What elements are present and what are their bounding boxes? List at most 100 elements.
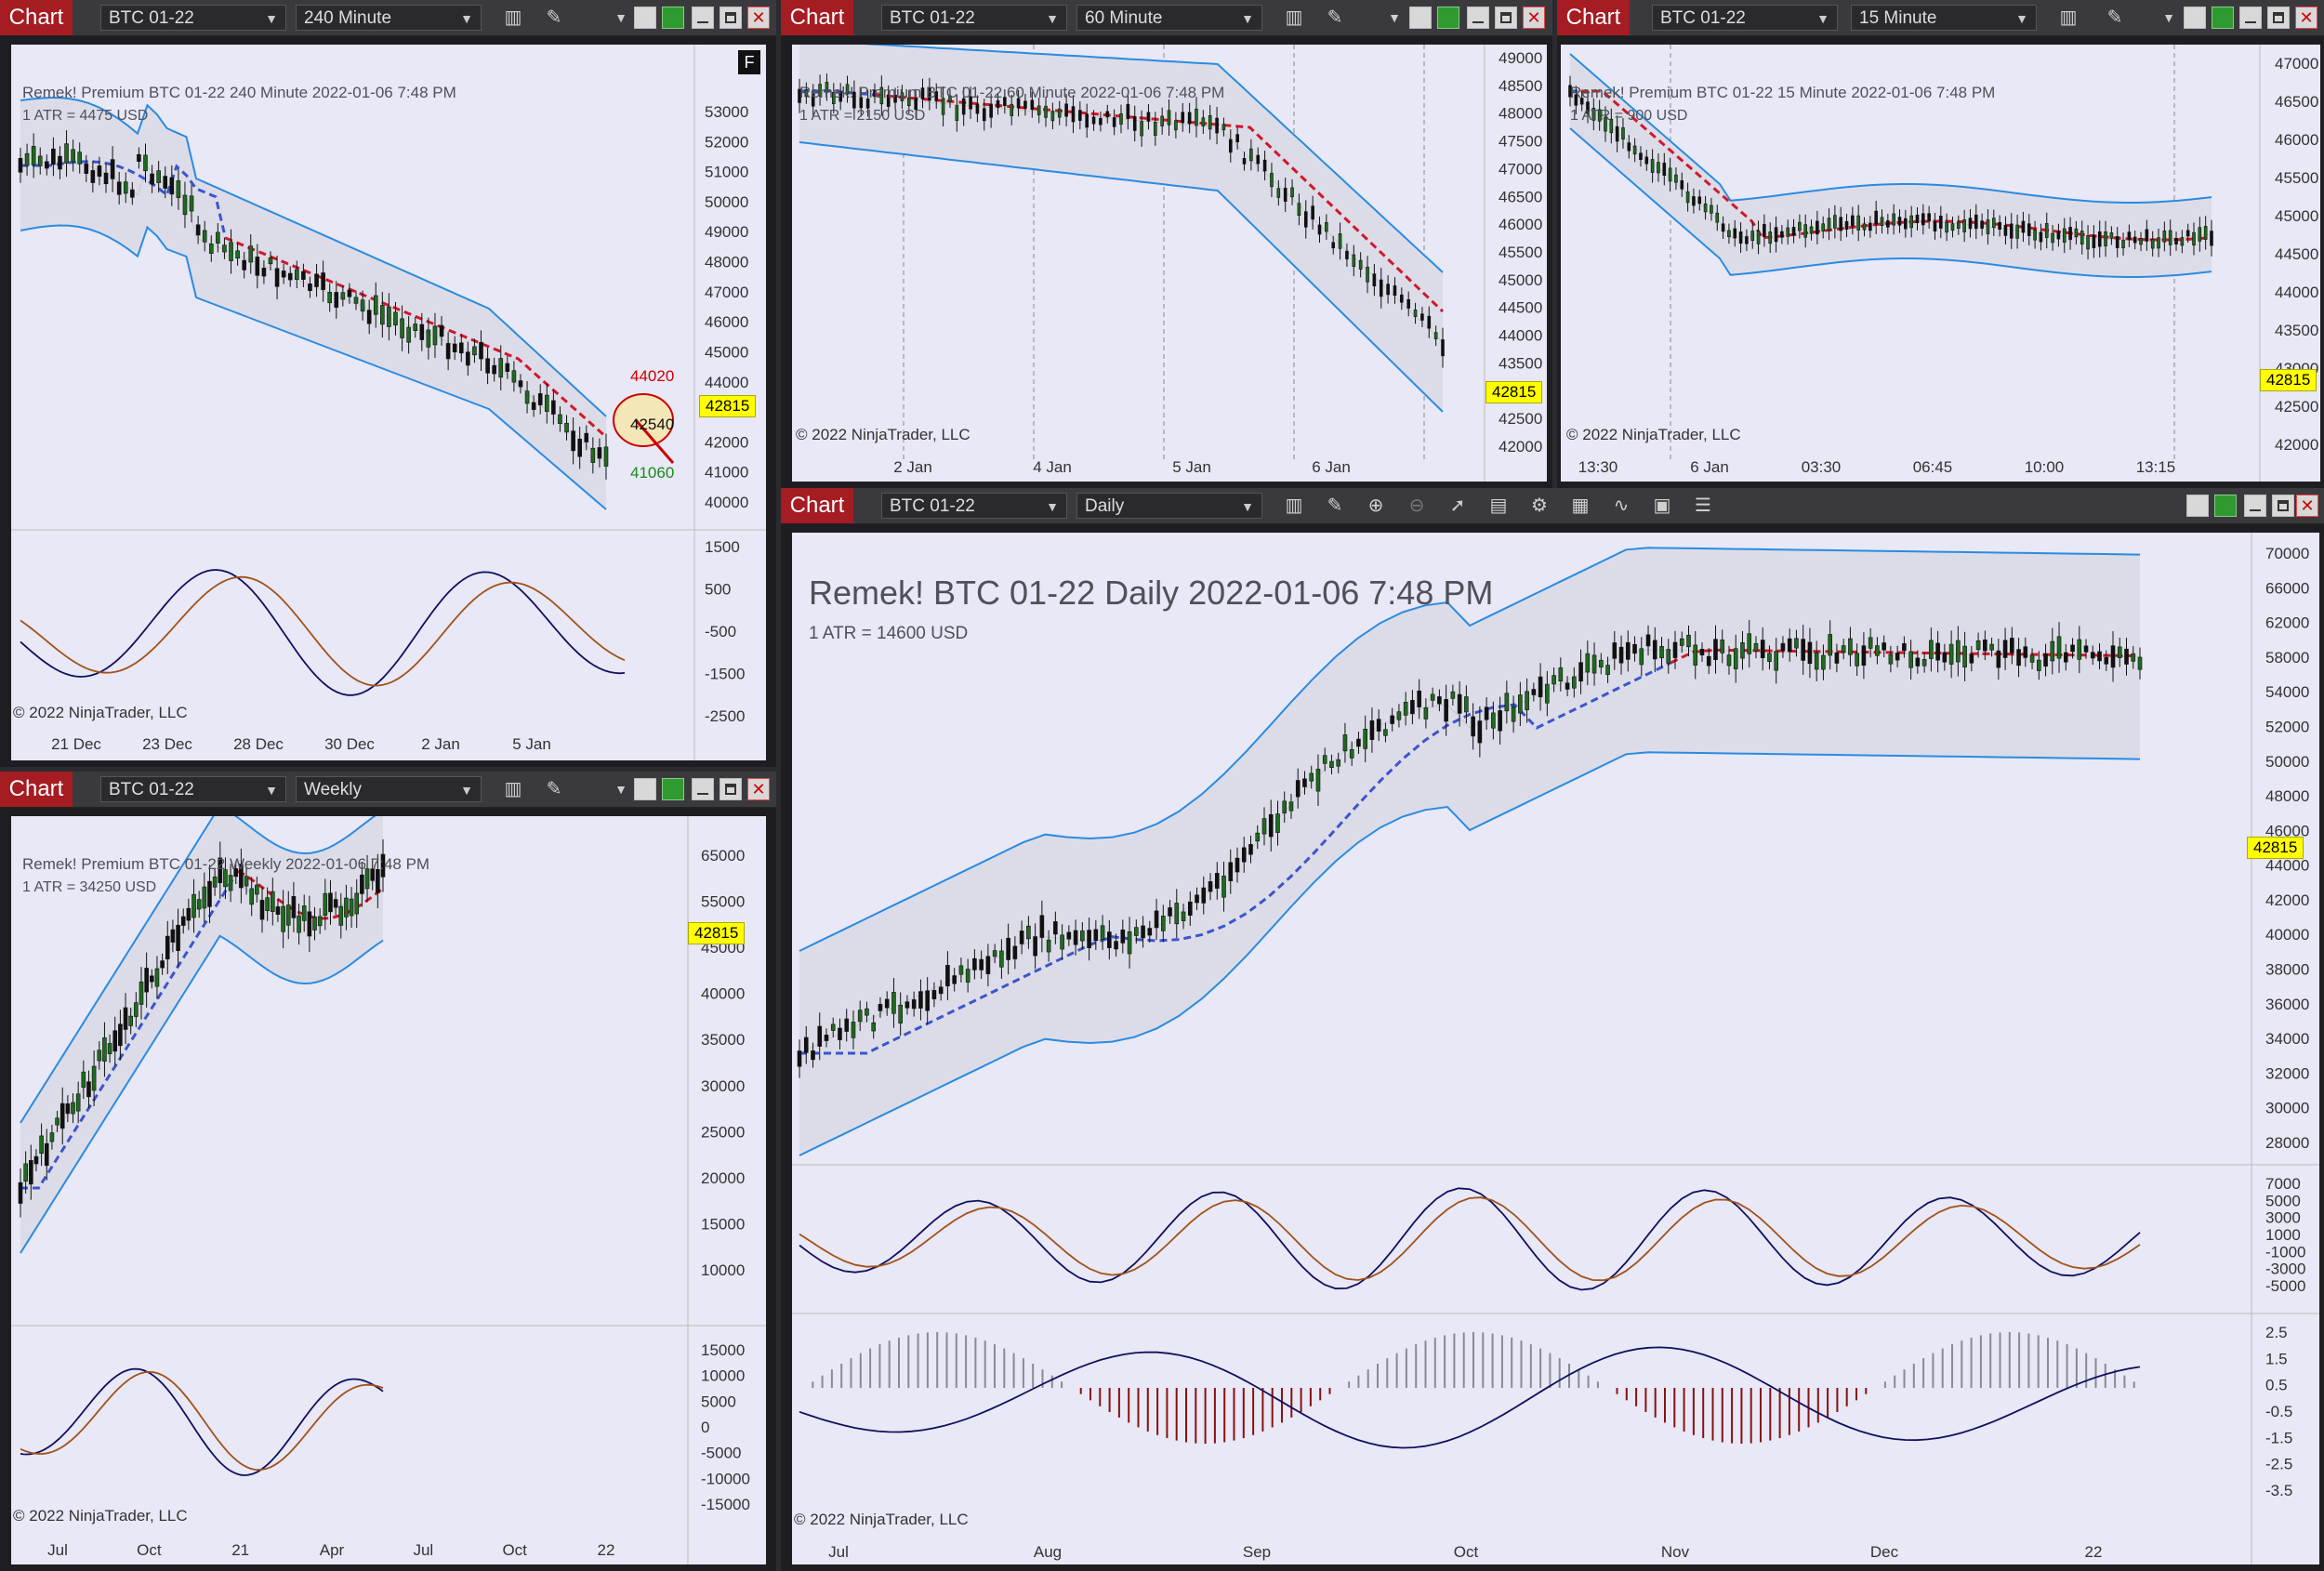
candle-body xyxy=(202,230,207,243)
window-color-button[interactable] xyxy=(2212,7,2234,29)
candle-body xyxy=(321,272,325,290)
chart-menu-button[interactable]: Chart xyxy=(781,488,853,523)
templates-icon[interactable]: ▣ xyxy=(1653,495,1671,516)
window-color-button[interactable] xyxy=(2214,495,2237,517)
instrument-selector[interactable]: BTC 01-22 ▼ xyxy=(100,5,286,31)
window-link-button[interactable] xyxy=(634,778,656,800)
candle-body xyxy=(2090,652,2095,659)
candlestick-icon[interactable]: ▥ xyxy=(2059,7,2078,28)
drawing-tool-icon[interactable]: ✎ xyxy=(1327,7,1343,28)
candle-body xyxy=(1383,729,1388,736)
window-link-button[interactable] xyxy=(2186,495,2209,517)
candle-body xyxy=(347,289,352,297)
chart-toolbar: Chart BTC 01-22 ▼ 240 Minute ▼ ▥ ✎ ▼ xyxy=(0,0,776,36)
properties-icon[interactable]: ⚙ xyxy=(1531,495,1548,516)
candle-body xyxy=(71,1102,75,1115)
close-button[interactable] xyxy=(2296,495,2318,517)
price-axis-label: 46000 xyxy=(705,313,748,331)
candle-body xyxy=(287,272,293,281)
zoom-in-icon[interactable]: ⊕ xyxy=(1367,495,1384,516)
candle-body xyxy=(58,155,62,170)
chart-area[interactable]: 65000 55000 45000 40000 35000 30000 25000 20000… xyxy=(11,816,766,1564)
instrument-selector[interactable]: BTC 01-22 ▼ xyxy=(881,5,1067,31)
dropdown-icon[interactable]: ▼ xyxy=(1388,10,1401,25)
candlestick-icon[interactable]: ▥ xyxy=(1285,495,1303,516)
maximize-button[interactable] xyxy=(2272,495,2294,517)
candle-body xyxy=(1477,720,1483,744)
window-link-button[interactable] xyxy=(1409,7,1432,29)
pointer-icon[interactable]: ➚ xyxy=(1449,495,1466,516)
interval-selector[interactable]: Weekly ▼ xyxy=(296,776,482,802)
interval-selector[interactable]: 15 Minute ▼ xyxy=(1851,5,2037,31)
chart-canvas: 6500055000450004000035000300002500020000… xyxy=(11,816,766,1564)
chart-area[interactable]: 70000 66000 62000 58000 54000 52000 50000 48000… xyxy=(792,533,2319,1564)
drawing-tool-icon[interactable]: ✎ xyxy=(546,779,562,799)
instrument-selector[interactable]: BTC 01-22 ▼ xyxy=(100,776,286,802)
drawing-tool-icon[interactable]: ✎ xyxy=(546,7,562,28)
window-color-button[interactable] xyxy=(1437,7,1459,29)
osc-axis-label: 7000 xyxy=(2265,1175,2301,1193)
candle-body xyxy=(979,958,984,970)
list-icon[interactable]: ☰ xyxy=(1695,495,1711,516)
interval-selector[interactable]: 60 Minute ▼ xyxy=(1076,5,1262,31)
candle-body xyxy=(1780,231,1784,238)
candle-body xyxy=(1585,653,1591,673)
maximize-button[interactable] xyxy=(720,7,742,29)
indicators-icon[interactable]: ∿ xyxy=(1613,495,1630,516)
minimize-button[interactable] xyxy=(1467,7,1489,29)
drawing-tool-icon[interactable]: ✎ xyxy=(1327,495,1343,516)
minimize-button[interactable] xyxy=(692,778,714,800)
candlestick-icon[interactable]: ▥ xyxy=(1285,7,1303,28)
candle-body xyxy=(524,390,530,404)
window-color-button[interactable] xyxy=(662,778,684,800)
candle-body xyxy=(1774,227,1778,243)
candlestick-icon[interactable]: ▥ xyxy=(504,779,522,799)
instrument-selector[interactable]: BTC 01-22 ▼ xyxy=(881,493,1067,519)
window-color-button[interactable] xyxy=(662,7,684,29)
candle-body xyxy=(1358,259,1363,270)
candle-body xyxy=(1208,881,1213,892)
interval-selector[interactable]: 240 Minute ▼ xyxy=(296,5,482,31)
candlestick-icon[interactable]: ▥ xyxy=(504,7,522,28)
interval-selector[interactable]: Daily ▼ xyxy=(1076,493,1262,519)
candle-body xyxy=(370,868,375,881)
close-button[interactable] xyxy=(1523,7,1545,29)
close-button[interactable] xyxy=(747,778,770,800)
chart-area[interactable]: 47000 46500 46000 45500 45000 44500 44000 43500… xyxy=(1561,45,2320,482)
candle-body xyxy=(1612,642,1618,659)
chart-menu-button[interactable]: Chart xyxy=(0,0,73,35)
price-axis-label: 34000 xyxy=(2265,1030,2309,1048)
candle-body xyxy=(1181,911,1186,921)
zoom-out-icon[interactable]: ⊖ xyxy=(1408,495,1425,516)
minimize-button[interactable] xyxy=(2239,7,2262,29)
maximize-button[interactable] xyxy=(2267,7,2290,29)
window-link-button[interactable] xyxy=(634,7,656,29)
close-button[interactable] xyxy=(747,7,770,29)
dropdown-icon[interactable]: ▼ xyxy=(614,782,627,797)
data-box-icon[interactable]: ▤ xyxy=(1489,495,1508,516)
candle-body xyxy=(1423,706,1429,719)
chart-area[interactable]: 53000 52000 51000 50000 49000 48000 47000 46000… xyxy=(11,45,766,760)
candle-body xyxy=(865,1008,869,1016)
maximize-button[interactable] xyxy=(720,778,742,800)
dropdown-icon[interactable]: ▼ xyxy=(2162,10,2175,25)
chart-area[interactable]: 49000 48500 48000 47500 47000 46500 46000 45500… xyxy=(792,45,1547,482)
chart-menu-button[interactable]: Chart xyxy=(0,772,73,807)
close-button[interactable] xyxy=(2295,7,2317,29)
strategies-icon[interactable]: ▦ xyxy=(1571,495,1590,516)
chart-menu-button[interactable]: Chart xyxy=(781,0,853,35)
drawing-tool-icon[interactable]: ✎ xyxy=(2106,7,2123,28)
fixed-scale-badge[interactable]: F xyxy=(738,50,760,74)
minimize-button[interactable] xyxy=(2244,495,2266,517)
candle-body xyxy=(39,1135,44,1155)
dropdown-icon[interactable]: ▼ xyxy=(614,10,627,25)
copyright: © 2022 NinjaTrader, LLC xyxy=(794,1511,969,1528)
instrument-selector[interactable]: BTC 01-22 ▼ xyxy=(1652,5,1838,31)
candle-body xyxy=(49,1132,55,1142)
candle-body xyxy=(235,250,240,259)
window-link-button[interactable] xyxy=(2184,7,2206,29)
maximize-button[interactable] xyxy=(1495,7,1517,29)
chart-menu-button[interactable]: Chart xyxy=(1557,0,1630,35)
minimize-button[interactable] xyxy=(692,7,714,29)
candle-body xyxy=(1363,728,1367,749)
